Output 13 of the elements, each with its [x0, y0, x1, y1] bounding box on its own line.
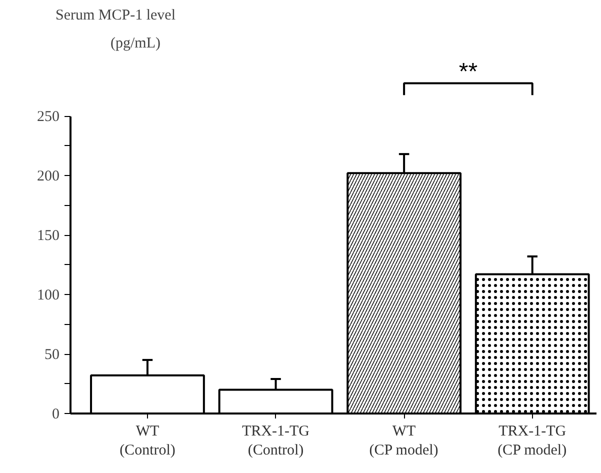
x-tick-label: WT (CP model) — [369, 424, 438, 459]
y-tick-label: 0 — [52, 406, 60, 422]
y-tick-label: 100 — [37, 288, 60, 304]
y-axis-title: (pg/mL) — [110, 36, 160, 52]
y-tick-label: 150 — [37, 228, 60, 244]
chart-title: Serum MCP-1 level — [56, 8, 176, 24]
x-tick-label: WT (Control) — [120, 424, 176, 459]
text: ** — [458, 58, 478, 86]
y-tick-label: 250 — [37, 109, 60, 125]
y-tick-label: 50 — [44, 347, 60, 363]
y-tick-label: 200 — [37, 168, 60, 184]
x-tick-label: TRX-1-TG (Control) — [242, 424, 310, 459]
x-tick-label: TRX-1-TG (CP model) — [498, 424, 567, 459]
